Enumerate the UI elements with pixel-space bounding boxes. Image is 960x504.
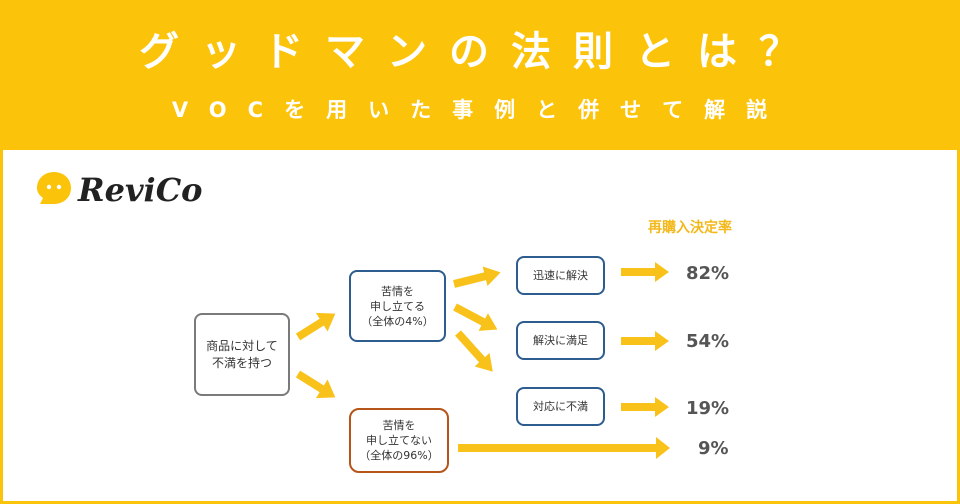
rate-no-complain: 9% bbox=[698, 438, 729, 459]
speech-bubble-icon bbox=[37, 172, 71, 204]
arrow-respond-to-rate bbox=[621, 397, 669, 417]
node-unsatisfied-response-label: 対応に不満 bbox=[533, 400, 588, 413]
node-complain-line2: 申し立てる bbox=[369, 299, 425, 313]
node-no-complain: 苦情を 申し立てない （全体の96%） bbox=[349, 408, 449, 473]
arrow-complain-to-respond bbox=[455, 330, 493, 372]
node-complain-line1: 苦情を bbox=[380, 284, 414, 298]
node-no-complain-line1: 苦情を bbox=[382, 419, 416, 432]
logo-wordmark: ReviCo bbox=[78, 171, 203, 209]
node-complain-line3: （全体の4%） bbox=[361, 314, 434, 328]
node-no-complain-line3: （全体の96%） bbox=[359, 449, 439, 462]
node-unsatisfied-response: 対応に不満 bbox=[516, 387, 605, 426]
page-title: グッドマンの法則とは？ bbox=[139, 29, 821, 75]
arrow-complain-to-satisfied bbox=[453, 303, 498, 331]
arrow-start-to-complain bbox=[295, 312, 336, 341]
arrow-satisfied-to-rate bbox=[621, 331, 669, 351]
node-dissatisfied-line2: 不満を持つ bbox=[211, 355, 272, 370]
arrow-no-complain-to-rate bbox=[458, 437, 670, 459]
node-quick-resolution: 迅速に解決 bbox=[516, 256, 605, 295]
node-satisfied-resolution-label: 解決に満足 bbox=[533, 334, 588, 347]
node-dissatisfied-line1: 商品に対して bbox=[206, 338, 278, 353]
node-complain: 苦情を 申し立てる （全体の4%） bbox=[349, 270, 446, 342]
arrow-complain-to-quick bbox=[453, 266, 501, 288]
node-no-complain-line2: 申し立てない bbox=[365, 434, 432, 447]
rate-respond: 19% bbox=[686, 398, 730, 419]
arrow-start-to-no-complain bbox=[295, 370, 336, 399]
node-quick-resolution-label: 迅速に解決 bbox=[533, 269, 588, 282]
node-dissatisfied: 商品に対して 不満を持つ bbox=[194, 313, 290, 396]
page-subtitle: VOCを用いた事例と併せて解説 bbox=[171, 98, 789, 122]
arrow-quick-to-rate bbox=[621, 262, 669, 282]
node-satisfied-resolution: 解決に満足 bbox=[516, 321, 605, 360]
repurchase-rate-header: 再購入決定率 bbox=[648, 220, 732, 236]
brand-logo: ReviCo bbox=[34, 168, 203, 212]
rate-satisfied: 54% bbox=[686, 331, 730, 352]
header-banner: グッドマンの法則とは？ VOCを用いた事例と併せて解説 bbox=[0, 0, 960, 150]
rate-quick: 82% bbox=[686, 263, 730, 284]
